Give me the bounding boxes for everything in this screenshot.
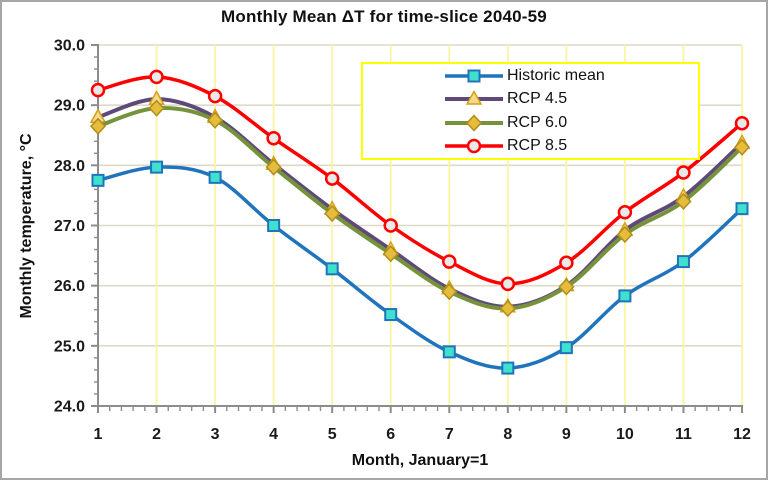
legend-triangle-swatch-icon: [445, 90, 503, 106]
legend-entry-historic-mean: Historic mean: [443, 65, 698, 87]
x-tick-label: 9: [562, 426, 571, 443]
x-axis-label: Month, January=1: [351, 452, 489, 469]
y-tick-label: 27.0: [54, 218, 85, 235]
legend-label: RCP 4.5: [507, 90, 568, 108]
legend: Historic mean RCP 4.5 RCP 6.0 RCP 8.5: [361, 62, 700, 160]
series-historic-mean: [91, 160, 749, 375]
x-tick-label: 4: [269, 426, 278, 443]
legend-diamond-swatch-icon: [445, 113, 503, 132]
y-tick-label: 26.0: [54, 278, 85, 295]
x-tick-label: 5: [328, 426, 337, 443]
x-tick-label: 7: [445, 426, 454, 443]
legend-square-swatch-icon: [445, 69, 503, 83]
legend-circle-swatch-icon: [445, 138, 503, 153]
x-tick-label: 1: [94, 426, 103, 443]
y-tick-label: 29.0: [54, 98, 85, 115]
series-markers-historic-mean: [91, 160, 749, 375]
y-tick-label: 30.0: [54, 38, 85, 55]
series-rcp-8-5: [90, 69, 750, 292]
legend-entry-rcp-4-5: RCP 4.5: [443, 88, 698, 110]
series-markers-rcp-6-0: [89, 99, 751, 318]
tick-labels: 24.025.026.027.028.029.030.01 2 3 4 5 6 7 8 9 10 1…: [54, 38, 751, 444]
legend-label: Historic mean: [507, 67, 605, 85]
x-tick-label: 3: [211, 426, 220, 443]
legend-entry-rcp-8-5: RCP 8.5: [443, 135, 698, 157]
y-tick-label: 24.0: [54, 399, 85, 416]
x-tick-label: 11: [675, 426, 692, 443]
chart-title: Monthly Mean ΔT for time-slice 2040-59: [221, 7, 547, 26]
x-tick-label: 10: [616, 426, 634, 443]
x-tick-label: 2: [152, 426, 161, 443]
legend-entry-rcp-6-0: RCP 6.0: [443, 112, 698, 134]
legend-label: RCP 6.0: [507, 113, 568, 131]
x-tick-label: 6: [386, 426, 395, 443]
legend-label: RCP 8.5: [507, 136, 568, 154]
x-tick-label: 12: [733, 426, 751, 443]
series-rcp-6-0: [89, 99, 751, 318]
y-tick-label: 28.0: [54, 158, 85, 175]
y-tick-label: 25.0: [54, 338, 85, 355]
x-tick-label: 8: [503, 426, 512, 443]
series-markers-rcp-8-5: [90, 69, 750, 292]
y-axis-label: Monthly temperature, °C: [18, 133, 35, 319]
